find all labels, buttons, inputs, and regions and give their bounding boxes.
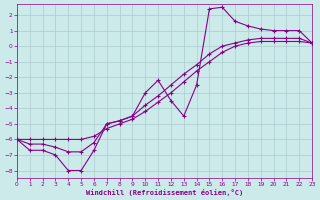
X-axis label: Windchill (Refroidissement éolien,°C): Windchill (Refroidissement éolien,°C): [86, 189, 243, 196]
